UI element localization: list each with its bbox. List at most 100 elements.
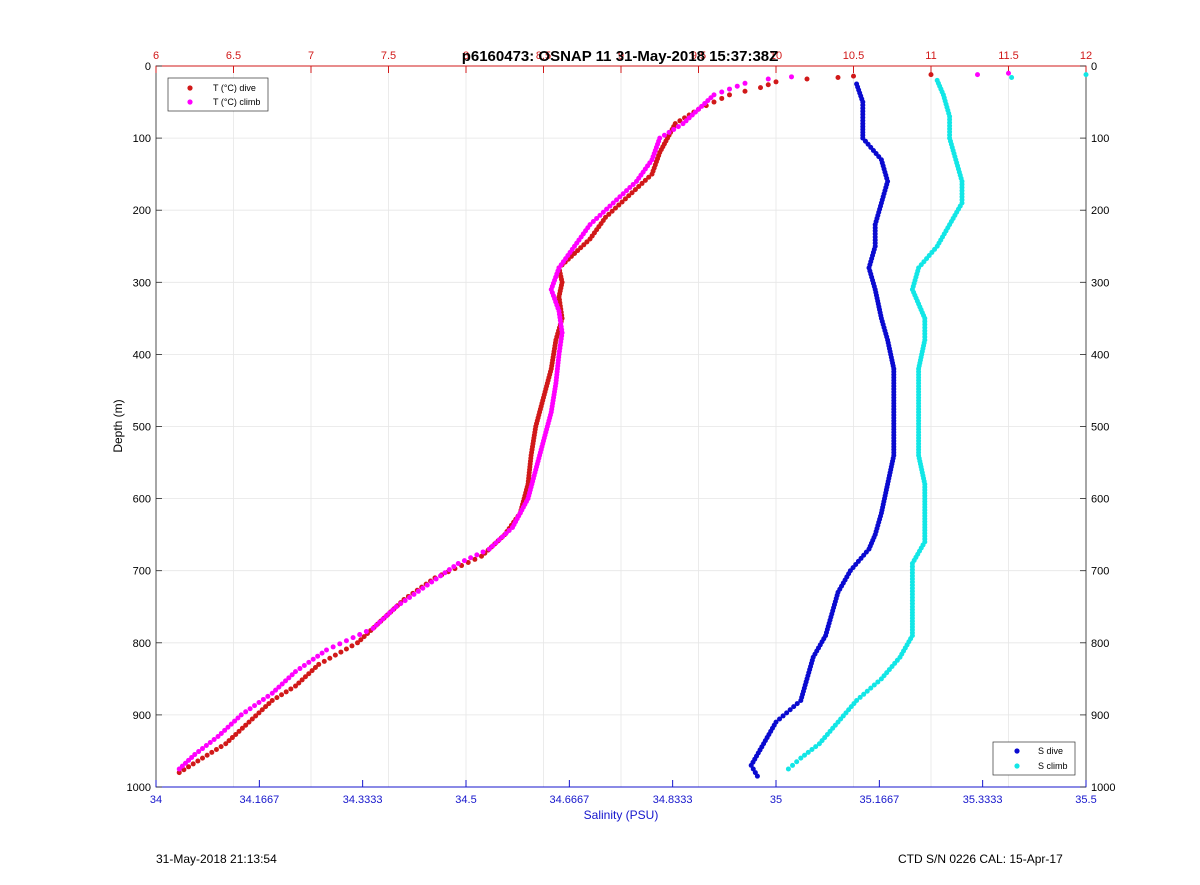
point-s-climb xyxy=(816,741,822,747)
point-t-dive xyxy=(259,707,265,713)
axis-ticks: 0 0 100 100 200 200 300 300 400 400 500 500 600 600 70… xyxy=(127,50,1116,806)
point-s-dive xyxy=(784,710,790,716)
legend-marker-t-dive xyxy=(187,85,193,91)
point-t-climb xyxy=(671,126,677,132)
point-t-dive xyxy=(639,180,645,186)
point-t-climb xyxy=(480,549,486,555)
point-t-climb xyxy=(370,625,376,631)
x-top-tick-label: 6.5 xyxy=(226,50,241,62)
point-t-dive xyxy=(619,199,625,205)
point-t-dive xyxy=(765,82,771,88)
point-t-climb xyxy=(350,635,356,641)
point-s-climb xyxy=(1009,75,1015,81)
x-top-tick-label: 8.5 xyxy=(536,50,551,62)
point-t-dive xyxy=(338,649,344,655)
point-t-climb xyxy=(461,558,467,564)
point-t-climb xyxy=(252,703,258,709)
point-t-climb xyxy=(506,528,512,534)
point-t-dive xyxy=(309,668,315,674)
y-axis-label: Depth (m) xyxy=(111,399,125,452)
point-t-climb xyxy=(273,687,279,693)
point-t-climb xyxy=(617,194,623,200)
grid-lines xyxy=(155,65,1087,788)
point-t-climb xyxy=(597,212,603,218)
point-s-climb xyxy=(861,691,867,697)
point-t-dive xyxy=(186,764,192,770)
x-top-tick-label: 11.5 xyxy=(998,50,1019,62)
point-t-dive xyxy=(195,758,201,764)
point-t-climb xyxy=(387,610,393,616)
point-t-dive xyxy=(649,171,655,177)
point-t-dive xyxy=(269,697,275,703)
point-t-climb xyxy=(283,678,289,684)
y-tick-label-right: 300 xyxy=(1091,277,1109,289)
point-t-climb xyxy=(742,80,748,86)
point-t-climb xyxy=(337,641,343,647)
point-t-climb xyxy=(411,591,417,597)
y-tick-label-left: 400 xyxy=(133,349,151,361)
legend-marker-s-dive xyxy=(1014,748,1020,754)
x-bottom-tick-label: 35.5 xyxy=(1075,794,1096,806)
x-top-tick-label: 6 xyxy=(153,50,159,62)
legend-marker-t-climb xyxy=(187,99,193,105)
point-t-dive xyxy=(249,716,255,722)
point-t-climb xyxy=(297,666,303,672)
y-tick-label-left: 0 xyxy=(145,61,151,73)
point-t-climb xyxy=(211,737,217,743)
point-t-climb xyxy=(398,601,404,607)
point-t-dive xyxy=(804,76,810,82)
point-s-dive xyxy=(754,773,760,779)
point-t-climb xyxy=(493,540,499,546)
point-t-dive xyxy=(606,211,612,217)
point-t-climb xyxy=(433,576,439,582)
point-t-dive xyxy=(213,747,219,753)
x-top-tick-label: 10 xyxy=(770,50,782,62)
point-t-dive xyxy=(321,658,327,664)
point-s-climb xyxy=(785,766,791,772)
point-t-climb xyxy=(500,534,506,540)
y-tick-label-right: 900 xyxy=(1091,710,1109,722)
point-t-climb xyxy=(451,564,457,570)
point-t-climb xyxy=(238,712,244,718)
x-bottom-tick-label: 34.5 xyxy=(455,794,476,806)
point-t-dive xyxy=(302,674,308,680)
point-t-dive xyxy=(223,741,229,747)
point-t-climb xyxy=(474,552,480,558)
point-t-dive xyxy=(176,770,182,776)
point-t-dive xyxy=(609,208,615,214)
x-bottom-tick-label: 34.1667 xyxy=(239,794,279,806)
point-t-climb xyxy=(235,715,241,721)
point-t-climb xyxy=(363,628,369,634)
x-axis-label-bottom: Salinity (PSU) xyxy=(584,808,659,822)
point-s-dive xyxy=(780,713,786,719)
point-t-climb xyxy=(438,573,444,579)
point-s-dive xyxy=(794,701,800,707)
point-s-climb xyxy=(790,762,796,768)
point-t-dive xyxy=(835,75,841,81)
point-t-climb xyxy=(510,524,515,530)
point-t-climb xyxy=(301,662,307,668)
point-t-climb xyxy=(407,594,413,600)
point-t-climb xyxy=(666,129,672,135)
point-t-dive xyxy=(636,184,642,190)
x-bottom-tick-label: 35.3333 xyxy=(963,794,1003,806)
point-t-dive xyxy=(288,686,294,692)
point-t-climb xyxy=(269,690,275,696)
point-t-climb xyxy=(486,546,492,552)
y-tick-label-left: 200 xyxy=(133,205,151,217)
point-t-climb xyxy=(727,86,732,92)
legend-label-t-dive: T (°C) dive xyxy=(213,83,256,93)
point-t-dive xyxy=(274,695,280,701)
point-t-climb xyxy=(306,659,312,665)
y-tick-label-right: 800 xyxy=(1091,638,1109,650)
point-t-climb xyxy=(600,209,606,215)
legend-label-s-climb: S climb xyxy=(1038,761,1068,771)
point-t-dive xyxy=(209,749,215,755)
point-t-dive xyxy=(465,559,471,565)
point-t-climb xyxy=(203,743,209,749)
x-bottom-tick-label: 34 xyxy=(150,794,162,806)
point-t-climb xyxy=(293,669,298,675)
point-s-climb xyxy=(878,676,884,682)
point-s-climb xyxy=(857,694,863,700)
point-t-dive xyxy=(226,738,232,744)
